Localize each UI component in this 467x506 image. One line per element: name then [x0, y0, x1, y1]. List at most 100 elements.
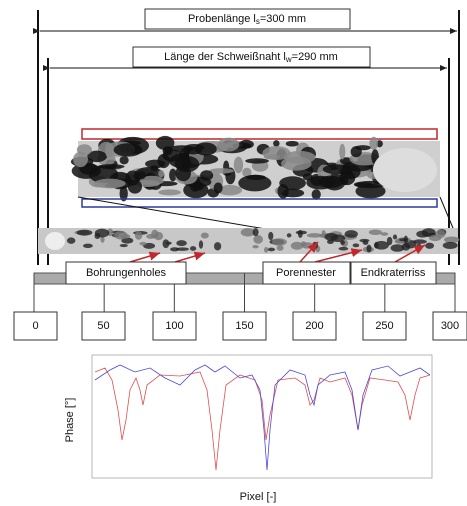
blob	[45, 232, 65, 250]
sample-length-label: Probenlänge ls=300 mm	[188, 13, 306, 26]
scale-box	[362, 311, 407, 341]
blob	[233, 156, 244, 174]
blob	[76, 229, 93, 236]
blob	[344, 230, 358, 238]
blob	[350, 146, 362, 158]
blob	[369, 136, 379, 150]
scale-label: 100	[165, 320, 183, 332]
blob	[119, 155, 129, 165]
blob	[442, 241, 458, 250]
blob	[273, 140, 280, 147]
red-trace	[94, 367, 431, 471]
blob	[238, 174, 272, 192]
blob	[297, 229, 303, 238]
blob	[279, 176, 306, 190]
blob	[353, 180, 386, 189]
blob	[366, 244, 372, 253]
blob	[428, 234, 442, 242]
scale-box	[81, 311, 126, 341]
blob	[119, 185, 128, 202]
blob	[93, 178, 126, 189]
blob	[306, 175, 335, 190]
weld-length-label: Länge der Schweißnaht lw=290 mm	[164, 51, 338, 64]
red-frame	[81, 128, 438, 140]
blob	[158, 189, 181, 196]
blob	[264, 246, 269, 253]
blob	[140, 175, 164, 186]
blob	[416, 230, 429, 238]
blob	[175, 247, 189, 251]
blob	[100, 236, 105, 243]
blob	[88, 165, 119, 184]
blob	[134, 231, 143, 240]
blob	[169, 168, 177, 182]
blob	[285, 140, 299, 147]
blob	[200, 232, 209, 239]
blob	[324, 232, 339, 241]
blob	[425, 242, 435, 249]
defect-label: Endkraterriss	[361, 267, 426, 279]
blob	[268, 231, 274, 241]
blue-frame	[81, 198, 438, 208]
scale-label: 150	[235, 320, 253, 332]
blob	[119, 243, 128, 248]
strip-texture	[45, 228, 460, 253]
blob	[240, 228, 255, 237]
blob	[374, 241, 379, 249]
label-box	[262, 261, 351, 285]
blob	[340, 240, 346, 245]
scale-box	[13, 311, 58, 341]
blob	[198, 240, 204, 249]
blob	[300, 241, 307, 247]
label-box	[350, 261, 437, 285]
blob	[362, 240, 369, 245]
blob	[352, 243, 360, 248]
crater	[373, 148, 437, 192]
blob	[368, 229, 383, 236]
blob	[242, 167, 252, 178]
blob	[113, 143, 143, 157]
blob	[158, 170, 165, 178]
blob	[213, 182, 223, 194]
scale-label: 200	[305, 320, 323, 332]
blob	[213, 242, 222, 251]
blob	[162, 147, 173, 156]
blob	[444, 236, 460, 243]
blob	[194, 142, 217, 156]
blob	[146, 234, 156, 239]
blob	[252, 228, 259, 237]
blob	[311, 189, 321, 200]
scale-label: 50	[97, 320, 109, 332]
blob	[390, 244, 405, 252]
blob	[245, 158, 269, 164]
scale-label: 300	[441, 320, 459, 332]
blob	[217, 184, 243, 196]
y-axis-label: Phase [°]	[64, 398, 76, 443]
blob	[262, 146, 291, 161]
zoom-texture	[70, 135, 393, 202]
blob	[150, 165, 159, 171]
blob	[339, 143, 346, 160]
defect-label: Bohrungenholes	[86, 267, 167, 279]
blob	[114, 230, 128, 240]
blob	[306, 233, 323, 238]
scale-box	[152, 311, 197, 341]
blob	[252, 244, 259, 249]
blob	[200, 170, 214, 181]
blob	[380, 232, 389, 236]
blob	[412, 239, 427, 244]
blob	[169, 145, 195, 152]
blob	[176, 240, 187, 247]
scale-box	[432, 311, 467, 341]
blob	[208, 168, 234, 174]
scale-label: 250	[375, 320, 393, 332]
label-box	[144, 8, 351, 30]
blob	[398, 238, 408, 242]
blob	[73, 151, 88, 168]
blob	[189, 246, 197, 251]
blob	[136, 171, 146, 180]
blob	[290, 241, 304, 250]
x-axis-label: Pixel [-]	[240, 491, 277, 503]
blob	[82, 243, 93, 249]
